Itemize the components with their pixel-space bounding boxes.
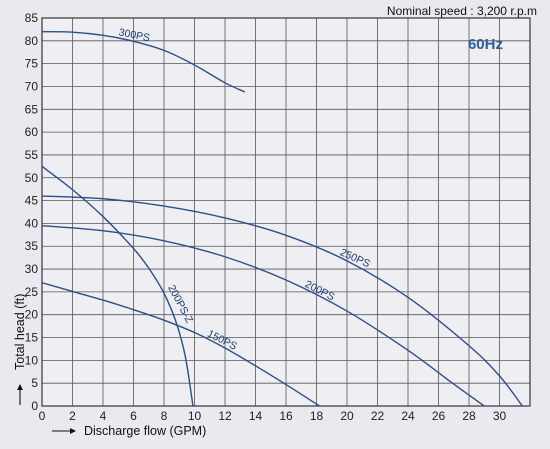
y-tick-label: 85 [25, 11, 39, 25]
curves [41, 30, 523, 407]
x-tick-label: 8 [161, 409, 168, 423]
y-tick-labels: 0 5 10 15 20 25 30 35 40 45 50 55 60 65 70 75 80 85 [25, 11, 39, 413]
y-tick-label: 0 [31, 399, 38, 413]
y-axis-title: Total head (ft) [13, 294, 27, 370]
x-axis-title-group: Discharge flow (GPM) [52, 424, 206, 438]
y-tick-label: 80 [25, 34, 39, 48]
series-line-200ps [41, 224, 485, 407]
x-tick-labels: 0 2 4 6 8 10 12 14 16 18 20 22 24 26 28 30 [39, 409, 507, 423]
x-axis-arrowhead-icon [70, 428, 76, 434]
y-tick-label: 20 [25, 308, 39, 322]
series-line-250ps [41, 195, 523, 407]
y-axis-arrowhead-icon [17, 384, 23, 390]
plot-frame [41, 17, 531, 407]
x-tick-label: 26 [432, 409, 446, 423]
y-tick-label: 30 [25, 262, 39, 276]
x-tick-label: 12 [218, 409, 232, 423]
x-tick-label: 6 [130, 409, 137, 423]
x-tick-label: 18 [310, 409, 324, 423]
x-tick-label: 2 [69, 409, 76, 423]
series-label-300ps: 300PS [118, 26, 151, 44]
series-line-200ps-z [41, 165, 194, 407]
y-tick-label: 55 [25, 148, 39, 162]
y-tick-label: 35 [25, 239, 39, 253]
series-line-150ps [41, 282, 320, 407]
x-tick-label: 20 [340, 409, 354, 423]
x-tick-label: 10 [188, 409, 202, 423]
y-tick-label: 40 [25, 216, 39, 230]
y-tick-label: 15 [25, 331, 39, 345]
x-tick-label: 0 [39, 409, 46, 423]
x-axis-title: Discharge flow (GPM) [84, 424, 206, 438]
x-tick-label: 24 [401, 409, 415, 423]
y-tick-label: 60 [25, 125, 39, 139]
x-tick-label: 28 [462, 409, 476, 423]
y-axis-title-group: Total head (ft) [13, 294, 27, 405]
x-tick-label: 4 [100, 409, 107, 423]
y-tick-label: 50 [25, 171, 39, 185]
nominal-speed-note: Nominal speed : 3,200 r.p.m [387, 4, 537, 18]
frequency-label: 60Hz [468, 36, 503, 53]
x-tick-label: 30 [493, 409, 507, 423]
y-tick-label: 70 [25, 79, 39, 93]
x-tick-label: 14 [249, 409, 263, 423]
grid [41, 17, 531, 407]
y-tick-label: 5 [31, 376, 38, 390]
x-tick-label: 22 [371, 409, 385, 423]
y-tick-label: 25 [25, 285, 39, 299]
y-tick-label: 75 [25, 57, 39, 71]
x-tick-label: 16 [279, 409, 293, 423]
y-tick-label: 65 [25, 102, 39, 116]
y-tick-label: 45 [25, 194, 39, 208]
series-line-300ps [41, 30, 246, 93]
y-tick-label: 10 [25, 353, 39, 367]
